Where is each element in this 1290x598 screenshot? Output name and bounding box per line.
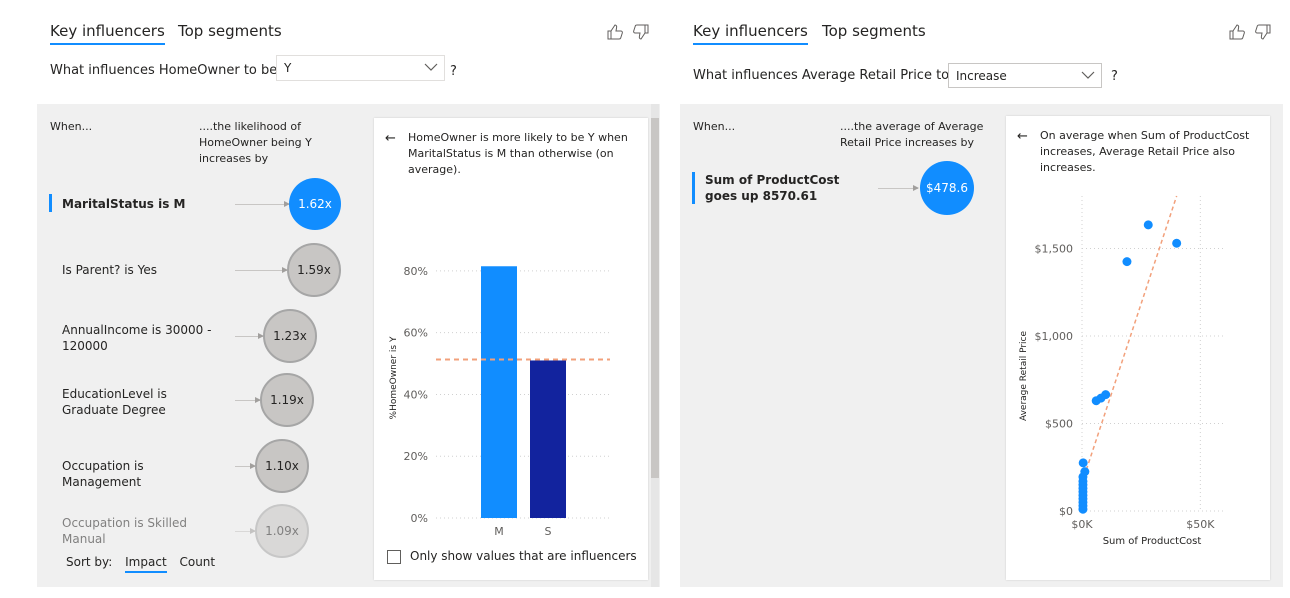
influence-bubble[interactable]: 1.09x [255,504,309,558]
x-tick-label: $0K [1071,518,1093,531]
influence-bubble[interactable]: 1.10x [255,439,309,493]
tab-key-influencers[interactable]: Key influencers [50,22,165,45]
y-tick-label: $1,000 [1035,330,1074,343]
data-point [1143,220,1153,230]
influencers-pane: When... ....the average of Average Retai… [680,104,1283,587]
arrow-icon [235,267,288,273]
y-tick-label: $500 [1045,418,1073,431]
sort-by-control: Sort by: Impact Count [66,555,224,573]
key-influencers-visual-homeowner: Key influencers Top segments What influe… [37,22,660,587]
feedback-buttons [1228,24,1275,44]
data-point [1078,458,1088,468]
bar-S [530,360,566,518]
influence-bubble[interactable]: 1.62x [289,178,341,230]
arrow-icon [235,463,256,469]
x-tick-label: $50K [1186,518,1215,531]
influence-bubble[interactable]: 1.19x [260,373,314,427]
key-influencers-visual-retail-price: Key influencers Top segments What influe… [680,0,1290,598]
sort-by-label: Sort by: [66,555,113,569]
detail-card: ← On average when Sum of ProductCost inc… [1006,116,1270,580]
influencer-row[interactable]: Is Parent? is Yes 1.59x [37,242,367,298]
dropdown-value: Increase [956,69,1007,83]
thumbs-down-icon[interactable] [1254,24,1272,40]
sort-count-button[interactable]: Count [179,555,216,569]
influencer-label: Occupation is Management [62,459,144,489]
thumbs-up-icon[interactable] [606,24,624,40]
back-arrow-icon[interactable]: ← [385,131,396,146]
scrollbar-thumb[interactable] [651,118,659,478]
arrow-icon [235,333,264,339]
help-question-mark[interactable]: ? [1111,69,1118,84]
influencer-label: Sum of ProductCost goes up 8570.61 [705,173,840,203]
y-tick-label: 40% [404,388,428,401]
influencer-label: Is Parent? is Yes [62,263,157,277]
influencers-pane: When... ....the likelihood of HomeOwner … [37,104,660,587]
influencer-label: MaritalStatus is M [62,197,186,211]
selected-indicator [692,172,695,204]
influencer-question: What influences HomeOwner to be [50,63,278,78]
influence-bubble[interactable]: 1.23x [263,309,317,363]
dropdown-value: Y [284,61,292,75]
x-tick-label: M [494,525,504,538]
influencer-row[interactable]: Sum of ProductCost goes up 8570.61 $478.… [680,160,1010,216]
y-tick-label: $0 [1059,505,1073,518]
scatter-chart: $0 $500 $1,000 $1,500 $0K $50K Sum of ProductC… [1019,195,1224,547]
influence-bubble[interactable]: $478.6 [920,161,974,215]
influencer-row[interactable]: Occupation is Skilled Manual 1.09x [37,503,367,559]
tab-top-segments[interactable]: Top segments [178,22,282,40]
detail-description: On average when Sum of ProductCost incre… [1040,129,1250,174]
arrow-icon [235,397,261,403]
when-column-header: When... [50,120,93,133]
trend-line [1081,195,1178,484]
thumbs-up-icon[interactable] [1228,24,1246,40]
likelihood-column-header: ....the likelihood of HomeOwner being Y … [199,120,312,165]
y-axis-title: %HomeOwner is Y [389,336,399,419]
y-tick-label: $1,500 [1035,243,1074,256]
bar-M [481,266,517,518]
arrow-icon [878,185,919,191]
influence-bubble[interactable]: 1.59x [287,243,341,297]
when-column-header: When... [693,120,736,133]
x-tick-label: S [545,525,552,538]
checkbox-label: Only show values that are influencers [410,549,637,563]
y-axis-title: Average Retail Price [1019,331,1029,422]
back-arrow-icon[interactable]: ← [1017,129,1028,144]
influencer-label: EducationLevel is Graduate Degree [62,387,167,417]
arrow-icon [235,201,290,207]
data-point [1101,390,1111,400]
target-value-dropdown[interactable]: Increase [948,63,1102,88]
data-point [1122,257,1132,267]
chevron-down-icon [1081,68,1095,82]
arrow-icon [235,528,256,534]
influencer-question: What influences Average Retail Price to [693,68,950,83]
influencer-row[interactable]: Occupation is Management 1.10x [37,438,367,494]
detail-description: HomeOwner is more likely to be Y when Ma… [408,131,628,176]
tab-top-segments[interactable]: Top segments [822,22,926,40]
influencers-only-checkbox[interactable] [387,550,401,564]
feedback-buttons [606,24,653,44]
sort-impact-button[interactable]: Impact [125,555,167,573]
y-tick-label: 60% [404,327,428,340]
influencer-row[interactable]: AnnualIncome is 30000 - 120000 1.23x [37,308,367,364]
bar-chart: 0%20%40%60%80%MSMaritalStatus%HomeOwner … [389,265,610,538]
thumbs-down-icon[interactable] [632,24,650,40]
y-tick-label: 0% [411,512,428,525]
tab-key-influencers[interactable]: Key influencers [693,22,808,45]
influencer-row[interactable]: EducationLevel is Graduate Degree 1.19x [37,372,367,428]
influencer-row[interactable]: MaritalStatus is M 1.62x [37,176,367,232]
selected-indicator [49,194,52,212]
influencer-label: Occupation is Skilled Manual [62,516,187,546]
influencer-label: AnnualIncome is 30000 - 120000 [62,323,212,353]
data-point [1172,238,1182,248]
data-point [1080,467,1090,477]
y-tick-label: 20% [404,450,428,463]
y-tick-label: 80% [404,265,428,278]
detail-card: ← HomeOwner is more likely to be Y when … [374,118,648,580]
x-axis-title: Sum of ProductCost [1103,536,1202,547]
average-column-header: ....the average of Average Retail Price … [840,120,984,149]
help-question-mark[interactable]: ? [450,64,457,79]
chevron-down-icon [424,60,438,74]
target-value-dropdown[interactable]: Y [276,55,445,81]
